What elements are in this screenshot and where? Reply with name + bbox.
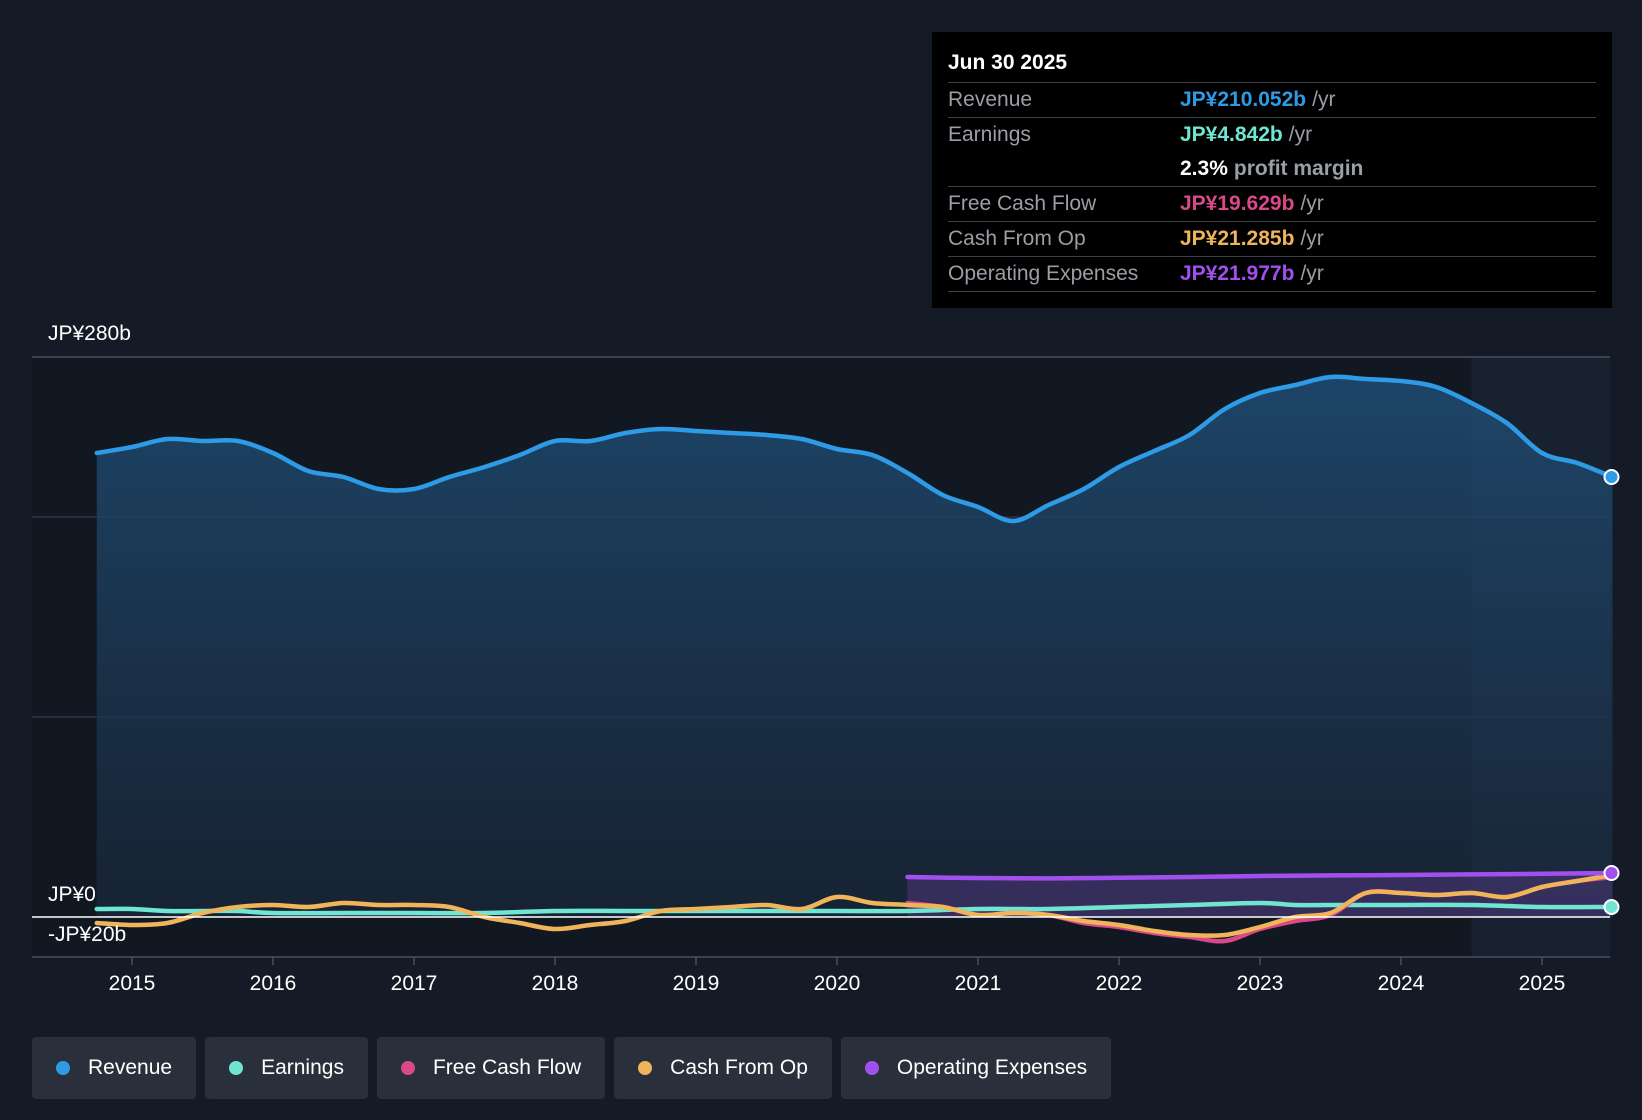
x-tick-label: 2016 bbox=[250, 972, 297, 995]
x-tick-label: 2021 bbox=[955, 972, 1002, 995]
legend-dot-icon bbox=[638, 1061, 653, 1075]
tooltip-row: Operating Expenses JP¥21.977b/yr bbox=[948, 257, 1596, 292]
tooltip-row-value: JP¥21.977b bbox=[1180, 262, 1295, 285]
line-revenue bbox=[94, 374, 1615, 524]
legend-item-revenue[interactable]: Revenue bbox=[32, 1037, 197, 1099]
tooltip-row-label: Cash From Op bbox=[948, 227, 1086, 250]
legend-label: Earnings bbox=[261, 1056, 344, 1079]
y-axis-label: JP¥280b bbox=[48, 322, 131, 345]
tooltip-row-value: JP¥19.629b bbox=[1180, 192, 1295, 215]
tooltip-row: Revenue JP¥210.052b/yr bbox=[948, 83, 1596, 118]
tooltip-row-unit: /yr bbox=[1288, 123, 1313, 146]
x-tick-label: 2024 bbox=[1378, 972, 1425, 995]
tooltip-row-unit: profit margin bbox=[1233, 157, 1364, 180]
end-marker-revenue bbox=[1603, 469, 1620, 485]
line-earnings bbox=[94, 900, 1615, 916]
tooltip-row: Earnings JP¥4.842b/yr bbox=[948, 118, 1596, 152]
tooltip-row-value: JP¥210.052b bbox=[1180, 88, 1307, 111]
legend-label: Free Cash Flow bbox=[432, 1056, 582, 1079]
legend-label: Revenue bbox=[88, 1056, 173, 1079]
x-tick-label: 2018 bbox=[532, 972, 579, 995]
tooltip-row-unit: /yr bbox=[1312, 88, 1336, 111]
tooltip-panel: Jun 30 2025 Revenue JP¥210.052b/yr Earning… bbox=[932, 32, 1612, 308]
tooltip-row-unit: /yr bbox=[1300, 192, 1324, 215]
tooltip-row: Free Cash Flow JP¥19.629b/yr bbox=[948, 187, 1596, 222]
x-tick-label: 2023 bbox=[1237, 972, 1284, 995]
legend-dot-icon bbox=[864, 1061, 879, 1075]
legend: Revenue Earnings Free Cash Flow Cash From O… bbox=[32, 1037, 1112, 1099]
legend-dot-icon bbox=[400, 1061, 415, 1075]
x-tick-label: 2020 bbox=[814, 972, 861, 995]
end-marker-earnings bbox=[1603, 899, 1620, 915]
tooltip-row-value: 2.3% bbox=[1180, 157, 1228, 180]
legend-item-free-cash-flow[interactable]: Free Cash Flow bbox=[376, 1037, 606, 1099]
tooltip-row-label: Operating Expenses bbox=[948, 262, 1139, 285]
tooltip-row-label: Free Cash Flow bbox=[948, 192, 1097, 215]
tooltip-row-value: JP¥21.285b bbox=[1180, 227, 1295, 250]
area-revenue bbox=[96, 376, 1616, 917]
tooltip-row-label: Revenue bbox=[948, 88, 1033, 111]
tooltip-row: Cash From Op JP¥21.285b/yr bbox=[948, 222, 1596, 257]
tooltip-row-value: JP¥4.842b bbox=[1180, 123, 1283, 146]
x-tick-label: 2015 bbox=[109, 972, 156, 995]
x-tick-label: 2025 bbox=[1519, 972, 1566, 995]
tooltip-row-label bbox=[948, 152, 1180, 186]
legend-item-earnings[interactable]: Earnings bbox=[205, 1037, 368, 1099]
legend-label: Cash From Op bbox=[670, 1056, 808, 1079]
end-marker-operating-expenses bbox=[1603, 865, 1620, 881]
legend-item-cash-from-op[interactable]: Cash From Op bbox=[614, 1037, 832, 1099]
y-axis-label: JP¥0 bbox=[48, 883, 96, 906]
x-tick-label: 2017 bbox=[391, 972, 438, 995]
tooltip-row: 2.3% profit margin bbox=[948, 152, 1596, 187]
legend-dot-icon bbox=[56, 1061, 70, 1075]
legend-dot-icon bbox=[229, 1061, 244, 1075]
tooltip-row-unit: /yr bbox=[1300, 262, 1324, 285]
tooltip-row-unit: /yr bbox=[1300, 227, 1324, 250]
tooltip-row-label: Earnings bbox=[948, 123, 1031, 146]
tooltip-date: Jun 30 2025 bbox=[948, 48, 1596, 83]
legend-label: Operating Expenses bbox=[896, 1056, 1088, 1079]
legend-item-operating-expenses[interactable]: Operating Expenses bbox=[840, 1037, 1112, 1099]
line-operating-expenses bbox=[905, 870, 1615, 881]
line-cash-from-op bbox=[94, 872, 1615, 939]
x-tick-label: 2022 bbox=[1096, 972, 1143, 995]
y-axis-label: -JP¥20b bbox=[48, 923, 126, 946]
x-tick-label: 2019 bbox=[673, 972, 720, 995]
